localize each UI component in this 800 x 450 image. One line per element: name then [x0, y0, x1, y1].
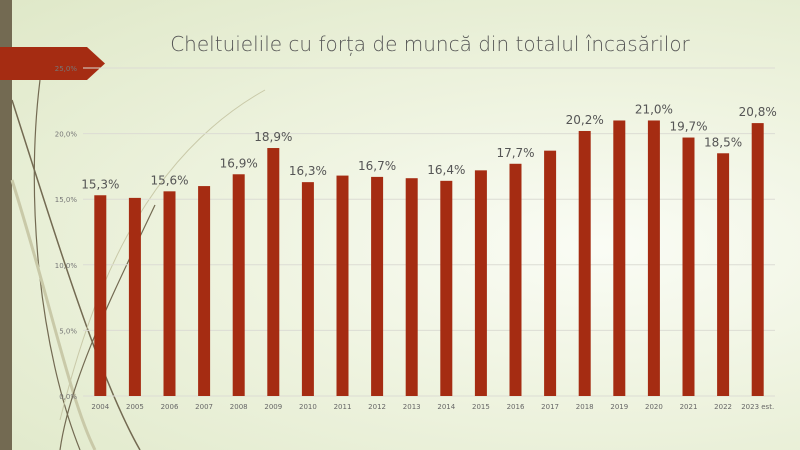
x-tick-label: 2012	[368, 403, 386, 411]
x-tick-label: 2021	[680, 403, 698, 411]
y-tick-label: 10,0%	[55, 262, 78, 270]
data-label: 15,6%	[150, 173, 188, 187]
x-tick-label: 2005	[126, 403, 144, 411]
title-arrow-banner	[0, 47, 105, 80]
x-tick-label: 2008	[230, 403, 248, 411]
x-tick-label: 2023 est.	[741, 403, 774, 411]
data-label: 17,7%	[496, 146, 534, 160]
data-label: 18,9%	[254, 130, 292, 144]
data-label: 20,8%	[739, 105, 777, 119]
data-label: 18,5%	[704, 135, 742, 149]
y-tick-label: 0,0%	[59, 393, 77, 401]
bar	[267, 148, 280, 396]
bar	[613, 120, 626, 396]
decorative-side-bar	[0, 0, 12, 450]
y-tick-label: 25,0%	[55, 65, 78, 73]
bar	[474, 170, 487, 396]
data-label: 21,0%	[635, 102, 673, 116]
x-tick-label: 2004	[91, 403, 109, 411]
bar	[647, 120, 660, 396]
data-label: 19,7%	[669, 120, 707, 134]
bar	[405, 178, 418, 396]
data-label: 15,3%	[81, 177, 119, 191]
y-tick-label: 20,0%	[55, 131, 78, 139]
data-label: 16,4%	[427, 163, 465, 177]
x-tick-label: 2013	[403, 403, 421, 411]
x-tick-label: 2017	[541, 403, 559, 411]
x-tick-label: 2016	[507, 403, 525, 411]
bar	[751, 123, 764, 396]
x-tick-label: 2020	[645, 403, 663, 411]
bar	[578, 130, 591, 396]
data-label: 16,3%	[289, 164, 327, 178]
bar	[544, 150, 557, 396]
x-tick-label: 2007	[195, 403, 213, 411]
x-tick-label: 2010	[299, 403, 317, 411]
y-tick-label: 15,0%	[55, 196, 78, 204]
bar	[94, 195, 107, 396]
x-tick-label: 2009	[264, 403, 282, 411]
bar	[163, 191, 176, 396]
bar	[371, 176, 384, 396]
chart-title: Cheltuielile cu forța de muncă din total…	[170, 32, 690, 56]
x-tick-label: 2022	[714, 403, 732, 411]
y-tick-label: 5,0%	[59, 327, 77, 335]
x-tick-label: 2018	[576, 403, 594, 411]
bar	[232, 174, 245, 396]
x-tick-label: 2006	[161, 403, 179, 411]
x-tick-label: 2015	[472, 403, 490, 411]
data-label: 16,9%	[220, 156, 258, 170]
bar	[509, 163, 522, 396]
bar	[682, 137, 695, 396]
bar	[198, 186, 211, 396]
data-label: 20,2%	[566, 113, 604, 127]
bar	[336, 175, 349, 396]
x-tick-label: 2014	[437, 403, 455, 411]
x-tick-label: 2019	[610, 403, 628, 411]
bar	[717, 153, 730, 396]
bar	[301, 182, 314, 396]
bar	[440, 180, 453, 396]
bar	[128, 197, 141, 396]
data-label: 16,7%	[358, 159, 396, 173]
x-tick-label: 2011	[334, 403, 352, 411]
